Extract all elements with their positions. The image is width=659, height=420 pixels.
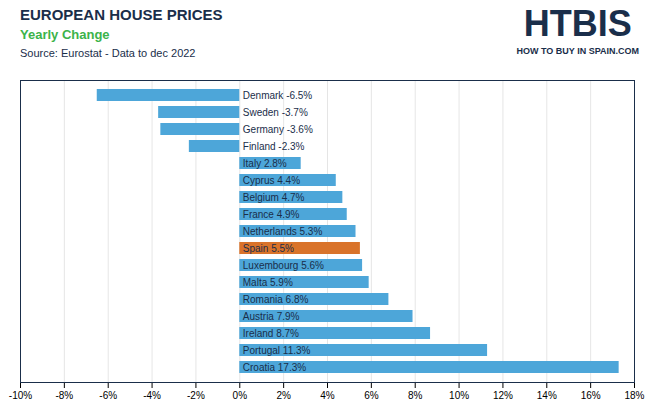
svg-text:16%: 16% <box>581 390 601 401</box>
html-text:HTBIS: HTBIS <box>523 3 632 44</box>
svg-text:Luxembourg 5.6%: Luxembourg 5.6% <box>243 260 324 271</box>
svg-text:Cyprus 4.4%: Cyprus 4.4% <box>243 175 300 186</box>
svg-text:-4%: -4% <box>143 390 161 401</box>
svg-text:18%: 18% <box>624 390 644 401</box>
svg-text:0%: 0% <box>233 390 248 401</box>
svg-text:Finland -2.3%: Finland -2.3% <box>243 141 305 152</box>
svg-text:10%: 10% <box>449 390 469 401</box>
svg-text:Malta 5.9%: Malta 5.9% <box>243 277 293 288</box>
html-text:Source: Eurostat - Data to dec: Source: Eurostat - Data to dec 2022 <box>20 47 196 59</box>
svg-text:2%: 2% <box>276 390 291 401</box>
svg-text:Romania 6.8%: Romania 6.8% <box>243 294 309 305</box>
svg-text:8%: 8% <box>408 390 423 401</box>
html-text:EUROPEAN HOUSE PRICES: EUROPEAN HOUSE PRICES <box>20 6 223 23</box>
html-text:HOW TO BUY IN SPAIN.COM: HOW TO BUY IN SPAIN.COM <box>516 46 639 56</box>
svg-text:Sweden -3.7%: Sweden -3.7% <box>243 107 308 118</box>
svg-text:12%: 12% <box>493 390 513 401</box>
svg-text:Spain 5.5%: Spain 5.5% <box>243 243 294 254</box>
html-text:Yearly Change: Yearly Change <box>20 26 110 42</box>
svg-text:Netherlands 5.3%: Netherlands 5.3% <box>243 226 323 237</box>
svg-text:Denmark -6.5%: Denmark -6.5% <box>243 90 313 101</box>
svg-text:6%: 6% <box>364 390 379 401</box>
svg-text:France 4.9%: France 4.9% <box>243 209 300 220</box>
svg-text:-8%: -8% <box>55 390 73 401</box>
svg-text:14%: 14% <box>537 390 557 401</box>
svg-text:Austria 7.9%: Austria 7.9% <box>243 311 300 322</box>
svg-text:Belgium 4.7%: Belgium 4.7% <box>243 192 305 203</box>
svg-text:-6%: -6% <box>99 390 117 401</box>
svg-text:Portugal 11.3%: Portugal 11.3% <box>243 345 311 356</box>
svg-text:4%: 4% <box>320 390 335 401</box>
svg-text:-10%: -10% <box>9 390 32 401</box>
svg-text:Italy 2.8%: Italy 2.8% <box>243 158 287 169</box>
svg-text:-2%: -2% <box>187 390 205 401</box>
svg-text:Ireland 8.7%: Ireland 8.7% <box>243 328 299 339</box>
svg-text:Croatia 17.3%: Croatia 17.3% <box>243 362 306 373</box>
svg-text:Germany -3.6%: Germany -3.6% <box>243 124 313 135</box>
